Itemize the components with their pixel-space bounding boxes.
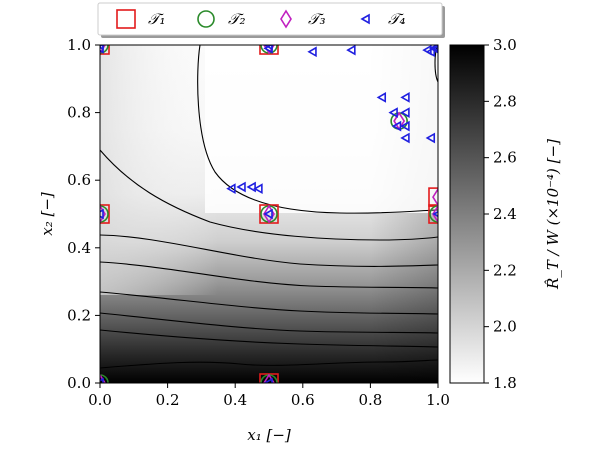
legend-label: 𝒯₄ xyxy=(388,10,406,28)
x-tick-label: 0.8 xyxy=(358,391,382,409)
data-point-triangle-left xyxy=(376,92,387,103)
colorbar-ticks: 1.8 2.0 2.2 2.4 2.6 2.8 3.0 xyxy=(484,36,517,392)
data-point-triangle-left xyxy=(253,183,263,195)
x-tick-label: 0.4 xyxy=(223,391,247,409)
legend-entries: 𝒯₁ 𝒯₂ 𝒯₃ 𝒯₄ xyxy=(116,9,406,29)
colorbar-tick-label: 1.8 xyxy=(493,374,517,392)
contour-lines xyxy=(100,45,438,369)
colorbar-tick-label: 2.2 xyxy=(493,261,517,279)
data-point-triangle-left xyxy=(263,45,273,54)
y-tick-label: 0.0 xyxy=(67,374,91,392)
data-point-triangle-left xyxy=(100,208,104,220)
contour-line xyxy=(100,329,438,348)
heatmap-field xyxy=(100,45,438,383)
colorbar-gradient xyxy=(449,44,485,384)
y-tick-label: 0.6 xyxy=(67,171,91,189)
legend-marker-circle xyxy=(197,10,215,28)
colorbar-tick-label: 2.6 xyxy=(493,149,517,167)
y-tick-label: 0.2 xyxy=(67,306,91,324)
x-axis: 0.0 0.2 0.4 0.6 0.8 1.0 xyxy=(88,383,450,409)
data-point-triangle-left xyxy=(226,183,236,195)
colorbar: 1.8 2.0 2.2 2.4 2.6 2.8 3.0 R̂_T / W (×10⁻⁴) [… xyxy=(449,36,562,392)
data-point-diamond xyxy=(263,45,275,55)
data-point-square xyxy=(428,187,438,207)
legend-label: 𝒯₁ xyxy=(148,10,166,28)
contour-line xyxy=(100,261,438,289)
colorbar-tick-label: 2.0 xyxy=(493,318,517,336)
colorbar-tick-label: 2.8 xyxy=(493,92,517,110)
data-point-square xyxy=(100,204,110,224)
data-point-triangle-left xyxy=(263,208,273,220)
legend-marker-triangle-left xyxy=(360,13,370,25)
data-point-triangle-left xyxy=(388,107,398,118)
data-point-diamond xyxy=(432,187,438,207)
x-tick-label: 0.0 xyxy=(88,391,112,409)
y-tick-label: 1.0 xyxy=(67,36,91,54)
plot-frame xyxy=(99,44,439,384)
data-point-circle xyxy=(429,205,438,223)
data-point-triangle-left xyxy=(263,377,273,383)
data-point-triangle-left xyxy=(246,181,256,193)
data-point-triangle-left xyxy=(346,45,356,56)
data-point-triangle-left xyxy=(236,181,246,193)
legend-label: 𝒯₂ xyxy=(228,10,246,28)
data-point-triangle-left xyxy=(400,120,410,132)
data-point-square xyxy=(428,204,438,224)
data-point-triangle-left xyxy=(425,46,436,58)
data-point-triangle-left xyxy=(307,46,317,58)
data-point-circle xyxy=(100,205,109,223)
contour-line xyxy=(100,234,438,267)
contour-line xyxy=(197,45,438,214)
data-point-triangle-left xyxy=(400,132,410,144)
y-tick-label: 0.8 xyxy=(67,104,91,122)
legend-marker-square xyxy=(116,9,136,29)
x-axis-label: x₁ [−] xyxy=(247,426,291,444)
x-tick-label: 1.0 xyxy=(426,391,450,409)
legend-label: 𝒯₃ xyxy=(308,10,326,28)
contour-line xyxy=(100,149,438,241)
contour-line xyxy=(100,291,438,315)
x-tick-label: 0.6 xyxy=(291,391,315,409)
y-axis-label: x₂ [−] xyxy=(38,192,56,236)
contour-line xyxy=(100,312,438,334)
legend-box xyxy=(97,2,443,36)
data-point-triangle-left xyxy=(100,45,104,54)
colorbar-label: R̂_T / W (×10⁻⁴) [−] xyxy=(544,139,562,290)
legend-marker-diamond xyxy=(280,9,292,29)
y-tick-label: 0.4 xyxy=(67,239,91,257)
contour-line xyxy=(100,359,438,369)
colorbar-tick-label: 2.4 xyxy=(493,205,517,223)
y-axis: 0.0 0.2 0.4 0.6 0.8 1.0 xyxy=(67,36,100,392)
marker-layer xyxy=(100,45,438,383)
colorbar-tick-label: 3.0 xyxy=(493,36,517,54)
data-point-diamond xyxy=(432,204,438,224)
x-tick-label: 0.2 xyxy=(156,391,180,409)
data-point-triangle-left xyxy=(400,92,410,103)
data-point-triangle-left xyxy=(400,107,410,118)
data-point-triangle-left xyxy=(425,132,436,144)
legend: 𝒯₁ 𝒯₂ 𝒯₃ 𝒯₄ xyxy=(97,2,445,38)
